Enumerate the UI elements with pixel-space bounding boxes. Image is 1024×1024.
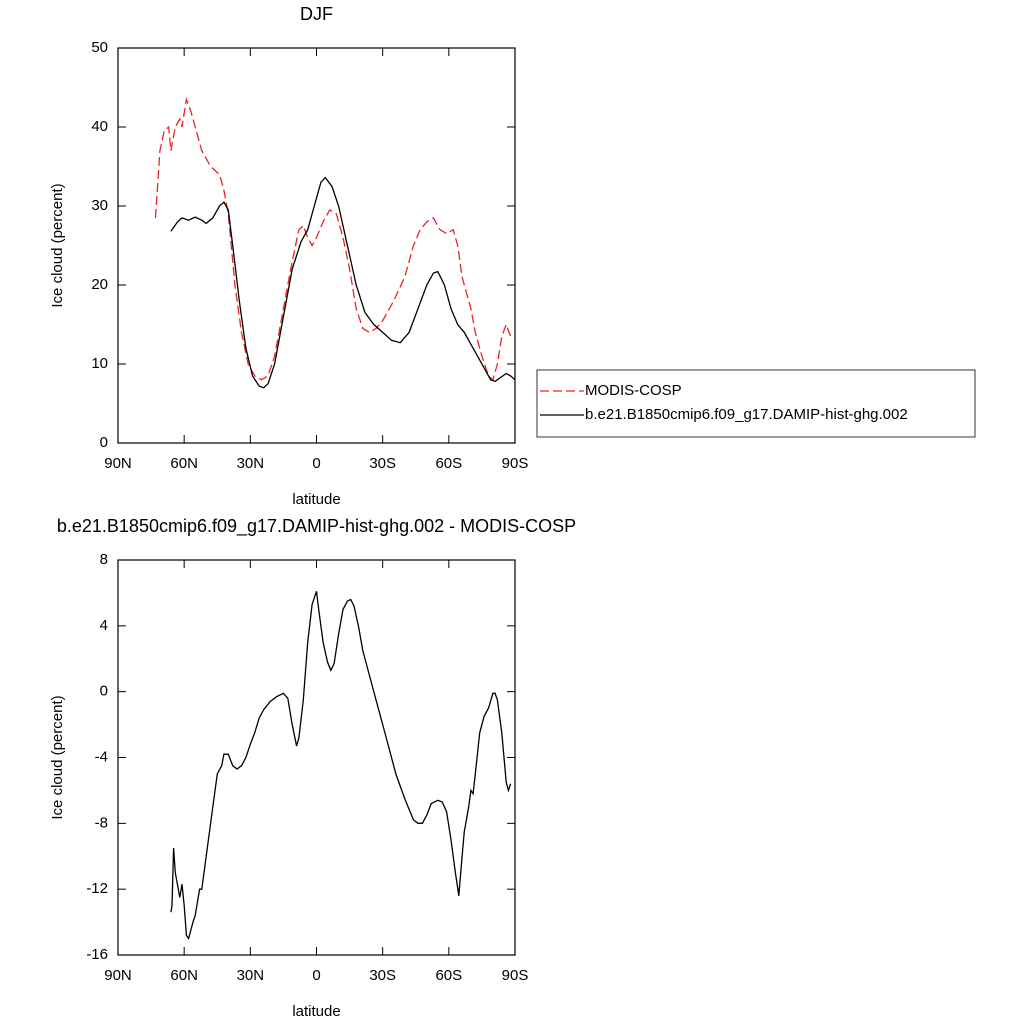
legend-box bbox=[536, 369, 976, 438]
legend-label: MODIS-COSP bbox=[585, 382, 682, 399]
x-axis-label: latitude bbox=[292, 1003, 340, 1020]
x-tick-label: 90S bbox=[502, 455, 529, 472]
y-tick-label: -16 bbox=[86, 946, 108, 963]
x-tick-label: 30N bbox=[237, 455, 265, 472]
x-tick-label: 60S bbox=[435, 967, 462, 984]
x-tick-label: 30N bbox=[237, 967, 265, 984]
x-tick-label: 90S bbox=[502, 967, 529, 984]
y-tick-label: -12 bbox=[86, 880, 108, 897]
y-tick-label: 50 bbox=[91, 39, 108, 56]
y-axis-label: Ice cloud (percent) bbox=[49, 183, 66, 307]
x-tick-label: 30S bbox=[369, 967, 396, 984]
y-axis-label: Ice cloud (percent) bbox=[49, 695, 66, 819]
x-tick-label: 60N bbox=[170, 455, 198, 472]
plot-frame bbox=[117, 559, 516, 956]
chart-title: DJF bbox=[300, 4, 333, 24]
data-line bbox=[154, 96, 512, 381]
y-tick-label: 8 bbox=[100, 551, 108, 568]
y-tick-label: -4 bbox=[95, 748, 108, 765]
y-tick-label: 10 bbox=[91, 355, 108, 372]
y-tick-label: 4 bbox=[100, 617, 108, 634]
x-tick-label: 60S bbox=[435, 455, 462, 472]
y-tick-label: -8 bbox=[95, 814, 108, 831]
y-tick-label: 30 bbox=[91, 197, 108, 214]
x-axis-label: latitude bbox=[292, 491, 340, 508]
x-tick-label: 60N bbox=[170, 967, 198, 984]
data-line bbox=[170, 176, 516, 389]
y-tick-label: 20 bbox=[91, 276, 108, 293]
chart-title: b.e21.B1850cmip6.f09_g17.DAMIP-hist-ghg.… bbox=[57, 516, 576, 537]
x-tick-label: 90N bbox=[104, 455, 132, 472]
x-tick-label: 90N bbox=[104, 967, 132, 984]
x-tick-label: 0 bbox=[312, 455, 320, 472]
y-tick-label: 0 bbox=[100, 683, 108, 700]
y-tick-label: 40 bbox=[91, 118, 108, 135]
x-tick-label: 0 bbox=[312, 967, 320, 984]
x-tick-label: 30S bbox=[369, 455, 396, 472]
legend-label: b.e21.B1850cmip6.f09_g17.DAMIP-hist-ghg.… bbox=[585, 406, 908, 423]
y-tick-label: 0 bbox=[100, 434, 108, 451]
plot-frame bbox=[117, 47, 516, 444]
data-line bbox=[170, 591, 512, 941]
